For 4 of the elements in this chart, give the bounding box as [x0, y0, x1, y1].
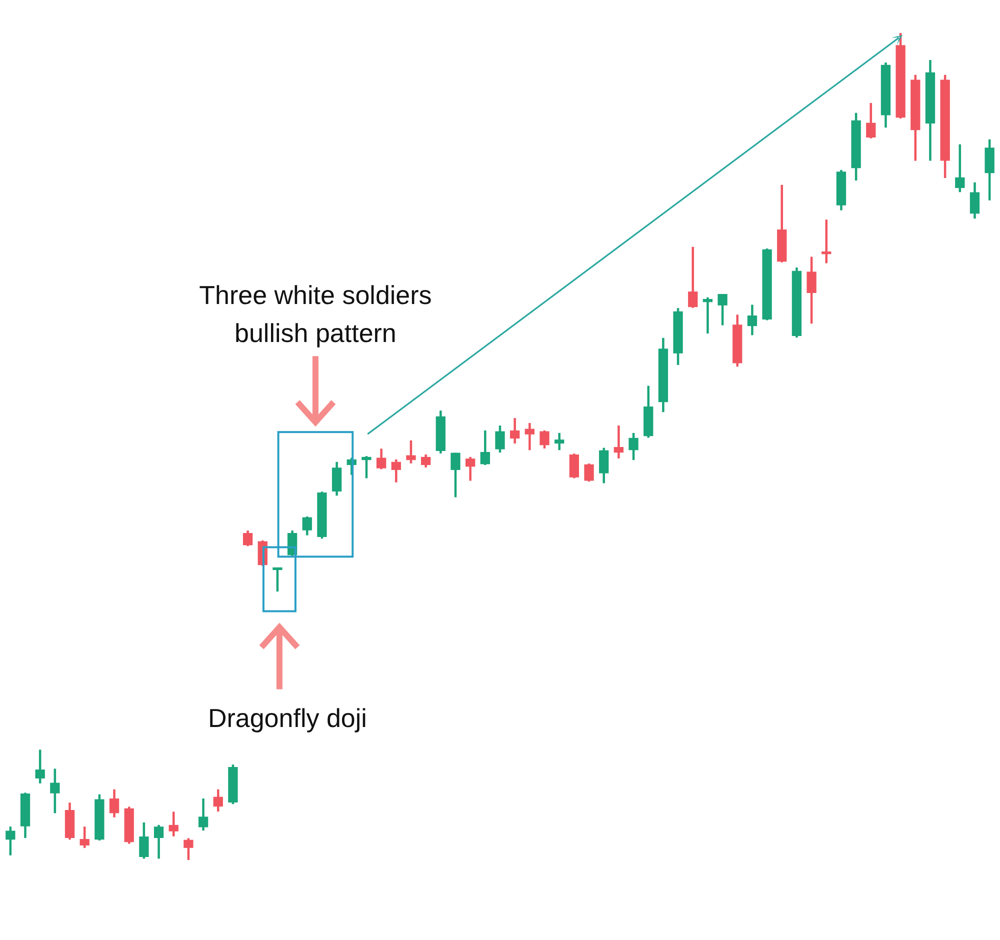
annotation: Dragonfly doji	[206, 702, 368, 736]
annotation: Three white soldiers bullish pattern	[198, 279, 433, 350]
candlestick	[702, 297, 713, 334]
candlestick	[614, 425, 624, 458]
